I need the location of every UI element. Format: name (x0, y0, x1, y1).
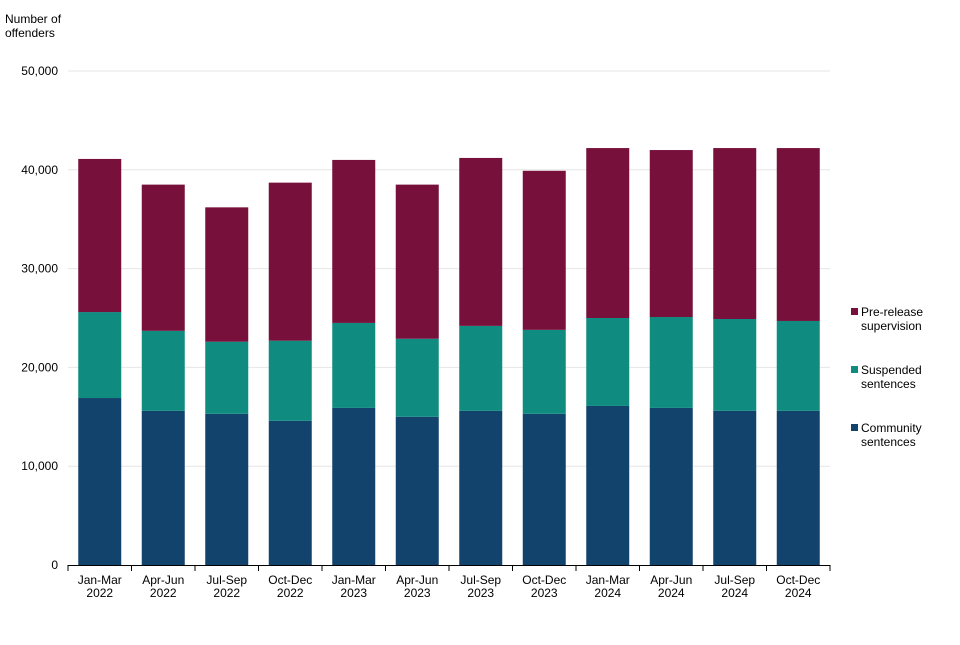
bar-segment (776, 320, 820, 411)
gridlines (68, 70, 830, 467)
bar-segment (268, 340, 312, 421)
y-tick-label: 0 (51, 558, 58, 572)
bar-segment (268, 420, 312, 565)
x-tick-label: 2024 (721, 586, 748, 600)
legend-label: supervision (861, 319, 922, 333)
y-tick-label: 50,000 (21, 64, 58, 78)
bar-segment (649, 407, 693, 565)
y-tick-label: 10,000 (21, 459, 58, 473)
bar-segment (141, 330, 185, 411)
x-tick-label: 2022 (150, 586, 177, 600)
bar-segment (649, 317, 693, 408)
bar-segment (776, 148, 820, 321)
bar-segment (78, 398, 122, 565)
bar-segment (78, 312, 122, 399)
bar-segment (713, 148, 757, 319)
bar-segment (141, 410, 185, 565)
bar-segment (776, 410, 820, 565)
legend-swatch (851, 424, 858, 431)
x-tick-label: Jan-Mar (332, 573, 376, 587)
bar-segment (78, 158, 122, 313)
y-tick-label: 40,000 (21, 163, 58, 177)
bar-segment (649, 150, 693, 318)
bar-segment (459, 410, 503, 565)
bar-segment (713, 410, 757, 565)
legend-label: sentences (861, 377, 916, 391)
y-axis-ticks: 0 10,000 20,000 30,000 40,000 50,000 (21, 64, 58, 572)
bar-segment (586, 318, 630, 406)
bar-segment (395, 338, 439, 417)
x-tick-label: 2024 (594, 586, 621, 600)
bar-segment (459, 325, 503, 411)
x-tick-label: 2023 (531, 586, 558, 600)
bar-segment (332, 322, 376, 408)
x-tick-label: 2024 (785, 586, 812, 600)
x-tick-label: Jul-Sep (460, 573, 501, 587)
x-axis: Jan-Mar2022Apr-Jun2022Jul-Sep2022Oct-Dec… (67, 565, 831, 600)
legend-label: Suspended (861, 363, 922, 377)
bar-segment (141, 184, 185, 331)
bar-segment (522, 329, 566, 414)
x-tick-label: 2023 (340, 586, 367, 600)
bar-segment (586, 405, 630, 565)
legend-label: Pre-release (861, 305, 923, 319)
x-tick-label: Oct-Dec (776, 573, 820, 587)
x-tick-label: Jul-Sep (714, 573, 755, 587)
x-tick-label: 2022 (213, 586, 240, 600)
legend-label: sentences (861, 435, 916, 449)
x-tick-label: Oct-Dec (268, 573, 312, 587)
bar-segment (205, 341, 249, 414)
y-axis-title-line-1: Number of (5, 12, 62, 26)
legend-swatch (851, 366, 858, 373)
x-tick-label: Apr-Jun (650, 573, 692, 587)
bar-segment (459, 157, 503, 326)
x-tick-label: 2023 (404, 586, 431, 600)
x-tick-label: Apr-Jun (396, 573, 438, 587)
x-tick-label: 2022 (277, 586, 304, 600)
y-axis-title-line-2: offenders (5, 26, 55, 40)
bar-segment (586, 148, 630, 318)
x-tick-label: Jan-Mar (78, 573, 122, 587)
legend-label: Community (861, 421, 922, 435)
y-tick-label: 20,000 (21, 360, 58, 374)
bar-segment (268, 182, 312, 341)
y-tick-label: 30,000 (21, 262, 58, 276)
bar-segment (522, 413, 566, 565)
y-axis-title: Number of offenders (5, 12, 62, 40)
x-tick-label: 2022 (86, 586, 113, 600)
bars (78, 148, 820, 565)
x-tick-label: 2023 (467, 586, 494, 600)
x-tick-label: Oct-Dec (522, 573, 566, 587)
x-tick-label: 2024 (658, 586, 685, 600)
bar-segment (395, 184, 439, 339)
legend: Pre-releasesupervisionSuspendedsentences… (851, 305, 923, 449)
bar-segment (522, 170, 566, 330)
bar-segment (395, 416, 439, 565)
bar-segment (332, 159, 376, 323)
bar-segment (205, 207, 249, 342)
x-tick-label: Jan-Mar (586, 573, 630, 587)
x-tick-label: Apr-Jun (142, 573, 184, 587)
x-tick-label: Jul-Sep (206, 573, 247, 587)
bar-segment (205, 413, 249, 565)
bar-segment (713, 318, 757, 411)
legend-swatch (851, 308, 858, 315)
bar-segment (332, 407, 376, 565)
